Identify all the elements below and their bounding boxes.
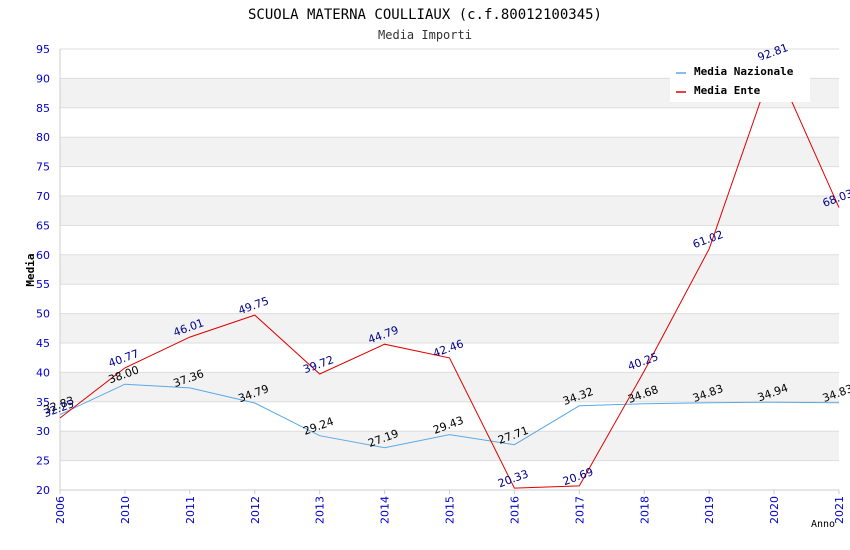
x-tick-label: 2021 [833,496,846,524]
grid-band [60,284,839,314]
chart-title: SCUOLA MATERNA COULLIAUX (c.f.8001210034… [248,7,602,23]
legend-label-media-ente: Media Ente [694,84,761,97]
y-axis-label: Media [24,253,37,286]
x-tick-label: 2017 [573,496,586,524]
legend-box [670,60,810,102]
x-tick-label: 2013 [314,496,327,524]
y-tick-label: 80 [36,131,50,144]
x-tick-labels: 2006 2010 2011 2012 2013 2014 2015 2016 2017 2018… [54,490,846,524]
y-tick-label: 45 [36,337,50,350]
x-tick-label: 2006 [54,496,67,524]
legend-label-media-nazionale: Media Nazionale [694,65,794,78]
y-tick-label: 85 [36,102,50,115]
y-tick-label: 35 [36,396,50,409]
grid-band [60,254,839,285]
grid-band [60,196,839,226]
x-tick-label: 2020 [768,496,781,524]
x-tick-label: 2012 [249,496,262,524]
y-tick-label: 40 [36,366,50,379]
x-tick-label: 2015 [444,496,457,524]
x-tick-label: 2014 [379,496,392,524]
series-lines [59,60,840,489]
y-tick-label: 50 [36,308,50,321]
y-tick-label: 70 [36,190,50,203]
grid-band [60,313,839,343]
grid-band [60,431,839,461]
grid-band [60,372,839,402]
y-tick-label: 25 [36,455,50,468]
y-tick-label: 30 [36,425,50,438]
grid-band [60,107,839,138]
y-tick-label: 95 [36,43,50,56]
grid-band [60,460,839,490]
y-tick-label: 20 [36,484,50,497]
grid-band [60,166,839,196]
x-tick-label: 2010 [119,496,132,524]
y-tick-label: 55 [36,278,50,291]
x-axis-label: Anno [811,519,835,530]
y-tick-label: 75 [36,161,50,174]
x-tick-label: 2018 [638,496,651,524]
grid-band [60,137,839,167]
legend: Media Nazionale Media Ente [670,60,810,102]
y-tick-label: 90 [36,72,50,85]
x-tick-label: 2011 [184,496,197,524]
y-tick-label: 60 [36,249,50,262]
grid-band [60,401,839,432]
x-tick-label: 2016 [508,496,521,524]
series-line-media-nazionale [59,383,840,449]
chart-subtitle: Media Importi [378,28,472,42]
y-tick-labels: 20 25 30 35 40 45 50 55 60 65 70 75 80 85 90 95 [36,43,50,497]
series-line-media-ente [59,60,840,489]
x-tick-label: 2019 [703,496,716,524]
y-tick-label: 65 [36,219,50,232]
